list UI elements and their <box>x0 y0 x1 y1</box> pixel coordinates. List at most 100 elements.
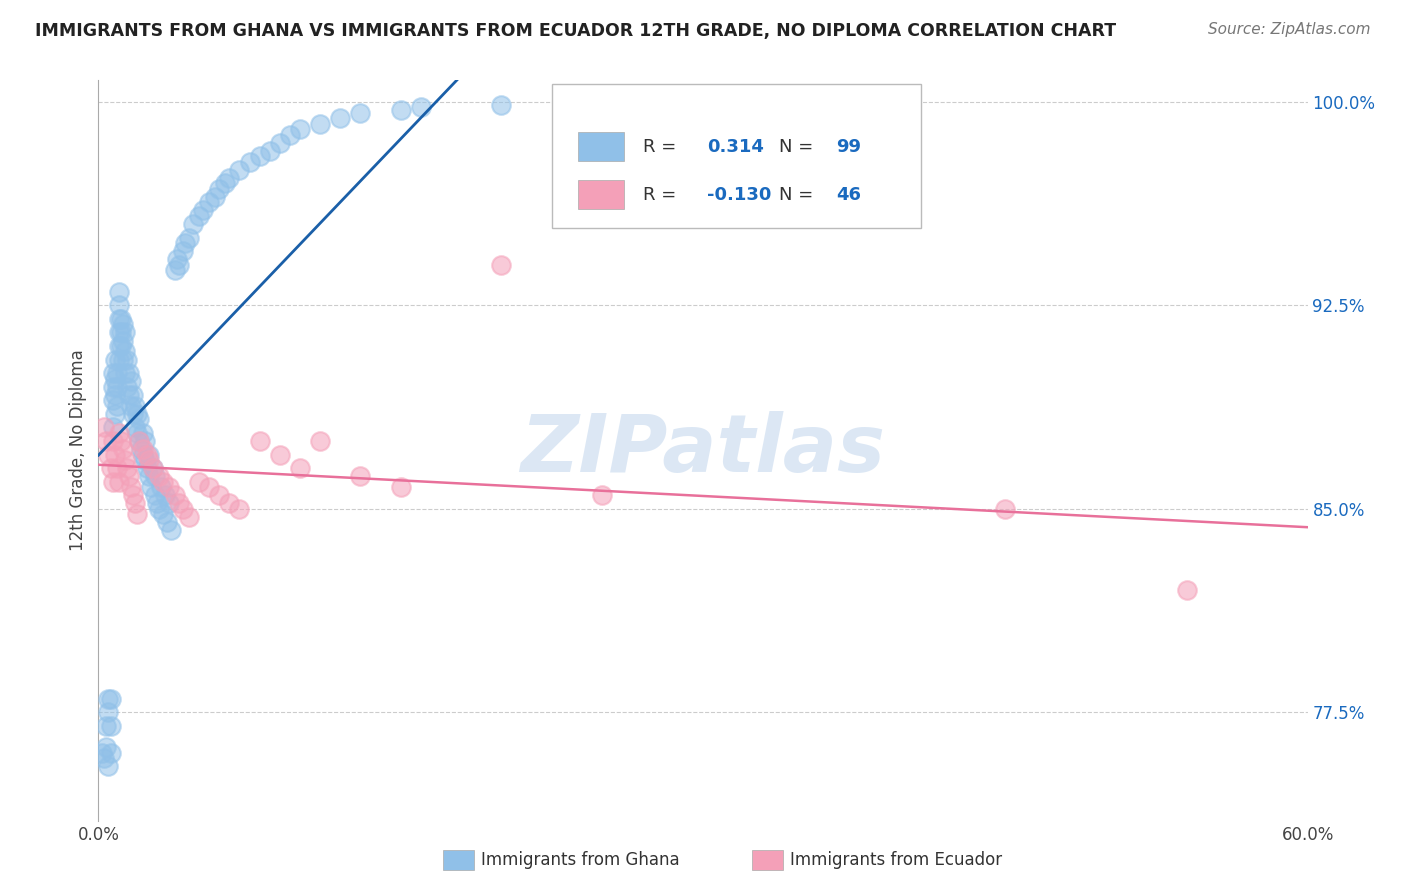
Point <box>107 285 129 299</box>
Text: Immigrants from Ghana: Immigrants from Ghana <box>481 851 679 869</box>
Point <box>269 448 291 462</box>
Point <box>107 425 129 440</box>
Point <box>129 442 152 456</box>
Point <box>97 705 120 719</box>
Point <box>188 209 211 223</box>
Point <box>309 434 332 448</box>
Point <box>128 412 150 426</box>
FancyBboxPatch shape <box>578 132 624 161</box>
Point <box>100 746 122 760</box>
Text: N =: N = <box>779 138 820 156</box>
Point <box>110 326 132 340</box>
Point <box>107 312 129 326</box>
Point <box>132 448 155 462</box>
Point <box>120 374 142 388</box>
Point <box>309 117 332 131</box>
Point <box>193 203 215 218</box>
Point <box>115 380 138 394</box>
Point <box>156 516 179 530</box>
Point <box>107 326 129 340</box>
Text: -0.130: -0.130 <box>707 186 770 204</box>
Point <box>214 177 236 191</box>
FancyBboxPatch shape <box>578 180 624 209</box>
Point <box>142 461 165 475</box>
Point <box>163 488 186 502</box>
Point <box>349 469 371 483</box>
Point <box>152 507 174 521</box>
Point <box>188 475 211 489</box>
Text: 46: 46 <box>837 186 860 204</box>
Point <box>107 475 129 489</box>
Point <box>733 95 755 109</box>
Point <box>101 393 124 408</box>
Point <box>118 388 141 402</box>
Point <box>100 691 122 706</box>
Point <box>103 371 125 385</box>
Point <box>166 252 188 267</box>
Point <box>101 434 124 448</box>
Text: IMMIGRANTS FROM GHANA VS IMMIGRANTS FROM ECUADOR 12TH GRADE, NO DIPLOMA CORRELAT: IMMIGRANTS FROM GHANA VS IMMIGRANTS FROM… <box>35 22 1116 40</box>
Point <box>198 195 221 210</box>
Point <box>288 122 311 136</box>
Point <box>105 366 128 380</box>
Point <box>107 298 129 312</box>
Point <box>125 507 148 521</box>
Point <box>110 339 132 353</box>
Point <box>101 420 124 434</box>
Y-axis label: 12th Grade, No Diploma: 12th Grade, No Diploma <box>69 350 87 551</box>
Point <box>994 501 1017 516</box>
Point <box>389 103 412 117</box>
Point <box>118 469 141 483</box>
Point <box>157 480 180 494</box>
Point <box>124 399 146 413</box>
Text: 0.314: 0.314 <box>707 138 763 156</box>
Text: Immigrants from Ecuador: Immigrants from Ecuador <box>790 851 1002 869</box>
Point <box>103 352 125 367</box>
Point <box>124 496 146 510</box>
Point <box>288 461 311 475</box>
Point <box>259 144 281 158</box>
Point <box>135 461 157 475</box>
Point <box>389 480 412 494</box>
Text: Source: ZipAtlas.com: Source: ZipAtlas.com <box>1208 22 1371 37</box>
Point <box>97 759 120 773</box>
Point <box>142 461 165 475</box>
Point <box>132 442 155 456</box>
Point <box>143 488 166 502</box>
Point <box>96 740 118 755</box>
Point <box>100 461 122 475</box>
Point <box>591 488 613 502</box>
Point <box>103 407 125 421</box>
Point <box>179 230 201 244</box>
Point <box>124 420 146 434</box>
Point <box>100 719 122 733</box>
Point <box>105 399 128 413</box>
Point <box>228 162 250 177</box>
Point <box>249 434 271 448</box>
Point <box>101 380 124 394</box>
Point <box>148 501 170 516</box>
Point <box>97 448 120 462</box>
Point <box>138 448 160 462</box>
Point <box>174 235 197 250</box>
Point <box>91 746 114 760</box>
Point <box>114 366 136 380</box>
Point <box>349 105 371 120</box>
Point <box>218 170 240 185</box>
Point <box>218 496 240 510</box>
Point <box>93 751 115 765</box>
Point <box>111 352 134 367</box>
Point <box>110 312 132 326</box>
Point <box>111 334 134 348</box>
Point <box>101 475 124 489</box>
Point <box>239 154 262 169</box>
Point <box>110 434 132 448</box>
Point <box>114 344 136 359</box>
Point <box>1175 583 1198 598</box>
Point <box>128 434 150 448</box>
Point <box>172 501 194 516</box>
Point <box>146 496 169 510</box>
Point <box>121 388 143 402</box>
Point <box>128 434 150 448</box>
Point <box>134 453 156 467</box>
